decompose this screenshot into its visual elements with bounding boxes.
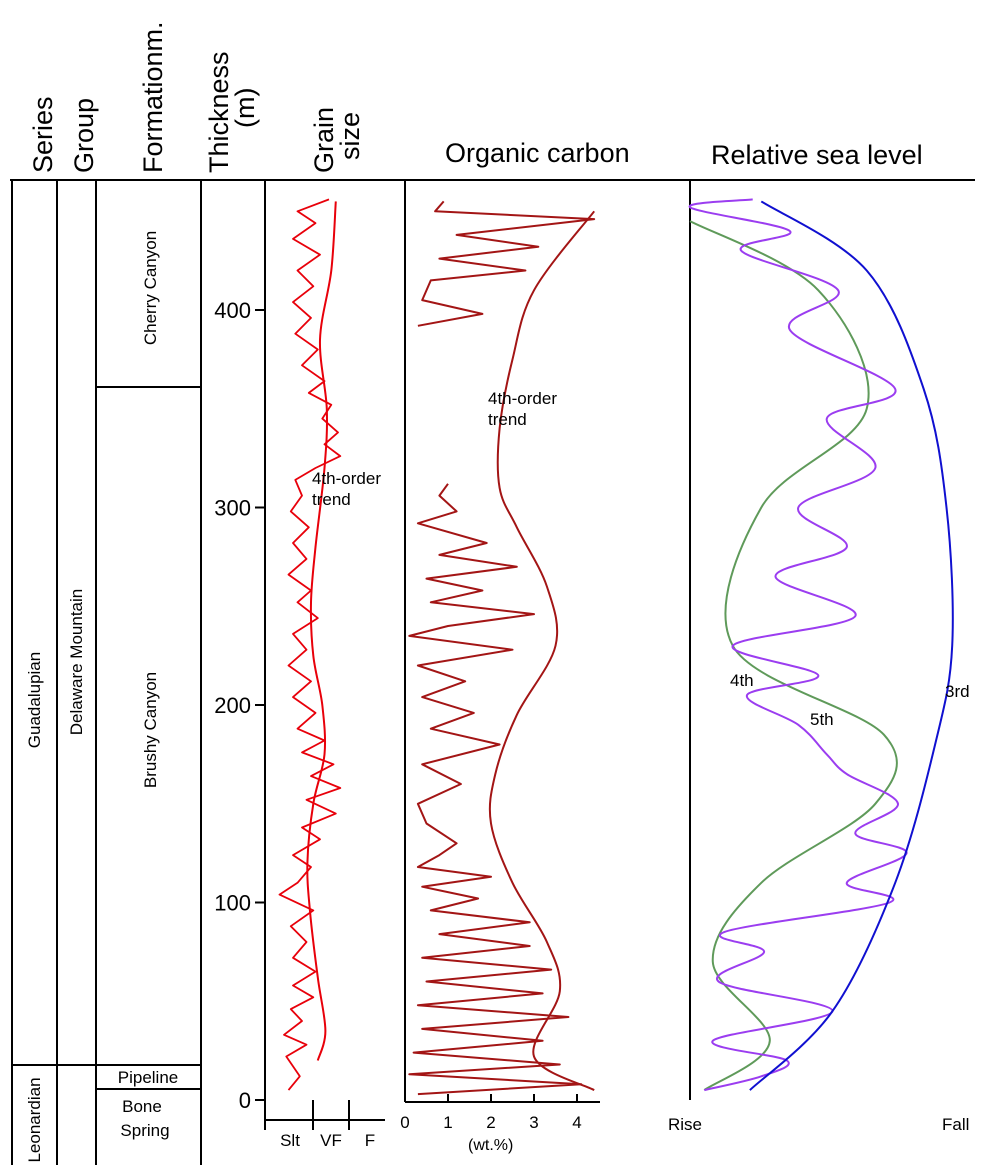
- toc-trend-curve: [488, 210, 595, 1091]
- header-group: Group: [69, 98, 99, 173]
- toc-trend-label-b: trend: [488, 410, 527, 429]
- header-organic-carbon: Organic carbon: [445, 138, 630, 168]
- header-sea-level: Relative sea level: [711, 140, 923, 170]
- toc-curve-upper: [417, 200, 596, 327]
- thickness-tick-label: 100: [214, 891, 251, 916]
- sea-3rd-label: 3rd: [945, 682, 970, 701]
- thickness-tick-label: 300: [214, 496, 251, 521]
- sea-4th-order-curve: [689, 220, 898, 1091]
- formation-pipeline: Pipeline: [118, 1068, 179, 1087]
- thickness-axis: 0 100 200 300 400: [214, 298, 265, 1113]
- grain-size-panel: Slt VF F: [264, 198, 385, 1150]
- sea-rise-label: Rise: [668, 1115, 702, 1134]
- grain-trend-label-b: trend: [312, 490, 351, 509]
- thickness-tick-label: 0: [239, 1088, 251, 1113]
- sea-5th-order-curve: [688, 198, 908, 1092]
- grain-trend-label-a: 4th-order: [312, 469, 381, 488]
- grain-category-label: F: [365, 1131, 375, 1150]
- toc-tick-label: 2: [486, 1113, 495, 1132]
- thickness-tick-label: 200: [214, 693, 251, 718]
- series-leonardian: Leonardian: [25, 1077, 44, 1162]
- thickness-tick-label: 400: [214, 298, 251, 323]
- group-delaware-mountain: Delaware Mountain: [67, 589, 86, 735]
- toc-curve-lower: [408, 483, 583, 1096]
- grain-size-curve: [278, 198, 342, 1091]
- grain-category-label: VF: [320, 1131, 342, 1150]
- toc-tick-label: 3: [529, 1113, 538, 1132]
- toc-tick-label: 4: [572, 1113, 581, 1132]
- header-thickness-2: (m): [230, 88, 260, 128]
- formation-cherry-canyon: Cherry Canyon: [141, 231, 160, 345]
- toc-trend-label-a: 4th-order: [488, 389, 557, 408]
- column-frame: [10, 179, 975, 1165]
- organic-carbon-panel: 0 1 2 3 4: [400, 200, 596, 1132]
- sea-4th-label: 4th: [730, 671, 754, 690]
- grain-category-label: Slt: [280, 1131, 300, 1150]
- grain-trend-curve: [306, 201, 337, 1061]
- header-grain-1: Grain: [309, 107, 339, 173]
- header-formation: Formationm.: [138, 21, 168, 173]
- toc-unit-label: (wt.%): [468, 1137, 513, 1154]
- header-series: Series: [28, 96, 58, 173]
- sea-5th-label: 5th: [810, 710, 834, 729]
- series-guadalupian: Guadalupian: [25, 652, 44, 748]
- formation-spring: Spring: [120, 1121, 169, 1140]
- sea-fall-label: Fall: [942, 1115, 969, 1134]
- formation-brushy-canyon: Brushy Canyon: [141, 672, 160, 788]
- toc-tick-label: 1: [443, 1113, 452, 1132]
- formation-bone: Bone: [122, 1097, 162, 1116]
- sea-level-panel: [688, 198, 954, 1092]
- header-thickness-1: Thickness: [204, 51, 234, 173]
- sea-3rd-order-curve: [749, 200, 954, 1091]
- header-grain-2: size: [335, 112, 365, 160]
- toc-tick-label: 0: [400, 1113, 409, 1132]
